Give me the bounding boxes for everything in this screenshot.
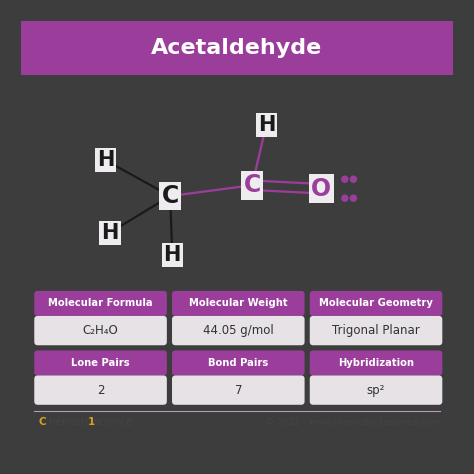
- Text: C: C: [38, 417, 46, 427]
- FancyBboxPatch shape: [34, 350, 167, 375]
- Circle shape: [342, 195, 348, 201]
- Text: H: H: [258, 115, 275, 135]
- Text: 7: 7: [235, 383, 242, 397]
- Text: H: H: [164, 245, 181, 265]
- Text: science: science: [93, 417, 133, 427]
- Text: Molecular Weight: Molecular Weight: [189, 299, 288, 309]
- Text: Bond Pairs: Bond Pairs: [208, 358, 268, 368]
- Text: C: C: [244, 173, 261, 197]
- Text: Acetaldehyde: Acetaldehyde: [151, 38, 323, 58]
- Text: H: H: [97, 150, 114, 170]
- FancyBboxPatch shape: [310, 375, 442, 405]
- Text: 2: 2: [97, 383, 104, 397]
- Text: Lone Pairs: Lone Pairs: [71, 358, 130, 368]
- Text: Trigonal Planar: Trigonal Planar: [332, 324, 420, 337]
- Text: 44.05 g/mol: 44.05 g/mol: [203, 324, 273, 337]
- FancyBboxPatch shape: [34, 291, 167, 316]
- Circle shape: [350, 176, 356, 182]
- Text: C₂H₄O: C₂H₄O: [82, 324, 118, 337]
- Text: © 2021 - www.chemistry1science.com: © 2021 - www.chemistry1science.com: [265, 418, 440, 427]
- Text: sp²: sp²: [367, 383, 385, 397]
- Text: 1: 1: [88, 417, 95, 427]
- Circle shape: [350, 195, 356, 201]
- FancyBboxPatch shape: [172, 350, 305, 375]
- FancyBboxPatch shape: [34, 316, 167, 345]
- Text: Molecular Formula: Molecular Formula: [48, 299, 153, 309]
- FancyBboxPatch shape: [21, 21, 453, 75]
- Text: hemistry: hemistry: [49, 417, 96, 427]
- Text: C: C: [162, 184, 179, 208]
- FancyBboxPatch shape: [172, 291, 305, 316]
- Text: O: O: [311, 177, 331, 201]
- FancyBboxPatch shape: [310, 291, 442, 316]
- Circle shape: [342, 176, 348, 182]
- Text: Hybridization: Hybridization: [338, 358, 414, 368]
- FancyBboxPatch shape: [34, 375, 167, 405]
- Text: H: H: [101, 223, 118, 243]
- Text: Molecular Geometry: Molecular Geometry: [319, 299, 433, 309]
- FancyBboxPatch shape: [310, 350, 442, 375]
- FancyBboxPatch shape: [310, 316, 442, 345]
- FancyBboxPatch shape: [172, 375, 305, 405]
- FancyBboxPatch shape: [172, 316, 305, 345]
